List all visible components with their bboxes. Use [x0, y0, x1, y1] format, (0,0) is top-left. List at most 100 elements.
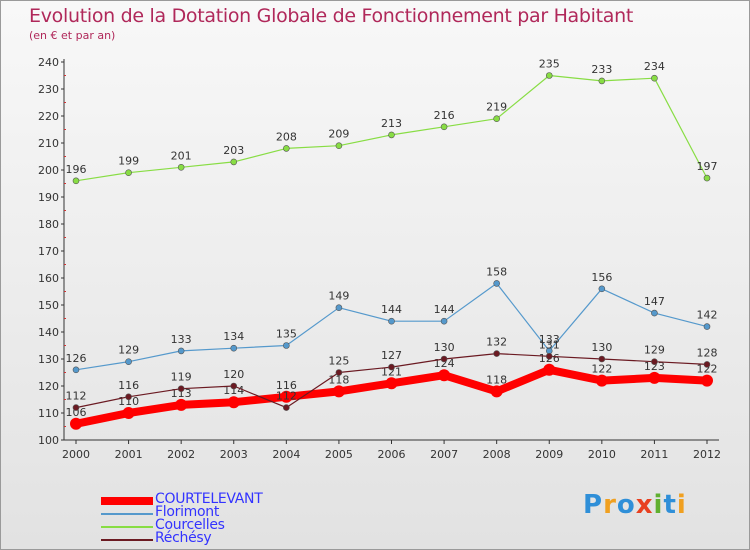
logo-letter: x — [635, 490, 654, 520]
data-point — [598, 285, 606, 293]
data-point — [177, 385, 185, 393]
legend-label: Courcelles — [155, 517, 225, 533]
legend-swatch — [101, 526, 153, 528]
x-tick-label: 2011 — [640, 448, 668, 461]
data-label: 144 — [381, 303, 402, 316]
data-label: 122 — [697, 363, 718, 376]
logo-letter: r — [603, 490, 617, 520]
data-label: 201 — [171, 149, 192, 162]
data-label: 119 — [171, 371, 192, 384]
data-point — [388, 131, 395, 139]
y-tick-label: 240 — [38, 56, 59, 69]
data-point — [493, 280, 500, 287]
data-point — [283, 404, 290, 411]
data-label: 118 — [486, 373, 507, 386]
proxiti-logo: Proxiti — [583, 490, 687, 520]
data-point — [283, 145, 290, 152]
legend-swatch — [101, 513, 153, 515]
data-point — [490, 385, 503, 398]
data-label: 197 — [697, 160, 718, 173]
data-label: 135 — [276, 328, 297, 341]
data-label: 133 — [171, 333, 192, 346]
y-tick-label: 120 — [38, 380, 59, 393]
data-point — [545, 72, 553, 79]
data-point — [703, 174, 711, 182]
x-tick-label: 2007 — [430, 448, 458, 461]
data-point — [651, 74, 658, 82]
y-tick-label: 220 — [38, 110, 59, 123]
data-label: 127 — [381, 349, 402, 362]
data-point — [332, 385, 345, 398]
data-point — [545, 352, 553, 360]
y-tick-label: 210 — [38, 137, 59, 150]
data-point — [280, 390, 293, 403]
data-point — [703, 323, 711, 330]
y-tick-label: 200 — [38, 164, 59, 177]
data-label: 208 — [276, 130, 297, 143]
data-point — [651, 358, 658, 366]
y-tick-label: 100 — [38, 434, 59, 447]
data-label: 219 — [486, 101, 507, 114]
logo-letter: i — [676, 490, 687, 520]
data-label: 156 — [591, 271, 612, 284]
data-label: 116 — [118, 379, 139, 392]
y-tick-label: 140 — [38, 326, 59, 339]
data-label: 196 — [66, 163, 87, 176]
legend-label: Réchésy — [155, 530, 212, 546]
data-point — [70, 417, 82, 430]
data-point — [177, 347, 185, 355]
data-label: 233 — [591, 63, 612, 76]
data-point — [335, 142, 343, 149]
data-label: 216 — [434, 109, 455, 122]
chart-subtitle: (en € et par an) — [29, 29, 116, 42]
logo-letter: t — [663, 490, 677, 520]
data-label: 128 — [697, 346, 718, 359]
data-label: 130 — [434, 341, 455, 354]
data-label: 129 — [644, 344, 665, 357]
legend-swatch — [101, 539, 153, 541]
data-point — [72, 404, 80, 411]
x-tick-label: 2006 — [378, 448, 406, 461]
data-label: 142 — [697, 309, 718, 322]
data-point — [230, 158, 238, 166]
data-label: 125 — [328, 355, 349, 368]
data-label: 158 — [486, 265, 507, 278]
data-point — [595, 374, 608, 387]
x-tick-label: 2002 — [167, 448, 195, 461]
data-point — [177, 164, 185, 171]
legend-label: Florimont — [155, 504, 220, 520]
y-tick-label: 150 — [38, 299, 59, 312]
data-label: 132 — [486, 336, 507, 349]
data-label: 234 — [644, 60, 665, 73]
data-label: 209 — [328, 128, 349, 141]
data-point — [440, 123, 448, 131]
data-point — [648, 371, 661, 384]
y-tick-label: 130 — [38, 353, 59, 366]
x-tick-label: 2012 — [693, 448, 721, 461]
logo-letter: i — [653, 490, 664, 520]
x-tick-label: 2003 — [220, 448, 248, 461]
data-point — [72, 366, 80, 374]
data-label: 122 — [591, 363, 612, 376]
data-label: 106 — [66, 406, 87, 419]
data-label: 113 — [171, 387, 192, 400]
data-label: 120 — [223, 368, 244, 381]
data-label: 112 — [276, 390, 297, 403]
y-tick-label: 170 — [38, 245, 59, 258]
data-point — [438, 369, 451, 382]
data-point — [493, 115, 500, 122]
data-point — [335, 304, 343, 312]
data-label: 144 — [434, 303, 455, 316]
logo-letter: o — [616, 490, 636, 520]
data-label: 121 — [381, 365, 402, 378]
data-label: 133 — [539, 333, 560, 346]
data-point — [543, 363, 556, 376]
data-point — [175, 398, 188, 411]
x-tick-label: 2005 — [325, 448, 353, 461]
data-point — [230, 382, 238, 390]
data-label: 213 — [381, 117, 402, 130]
x-tick-label: 2001 — [115, 448, 143, 461]
x-tick-label: 2000 — [62, 448, 90, 461]
